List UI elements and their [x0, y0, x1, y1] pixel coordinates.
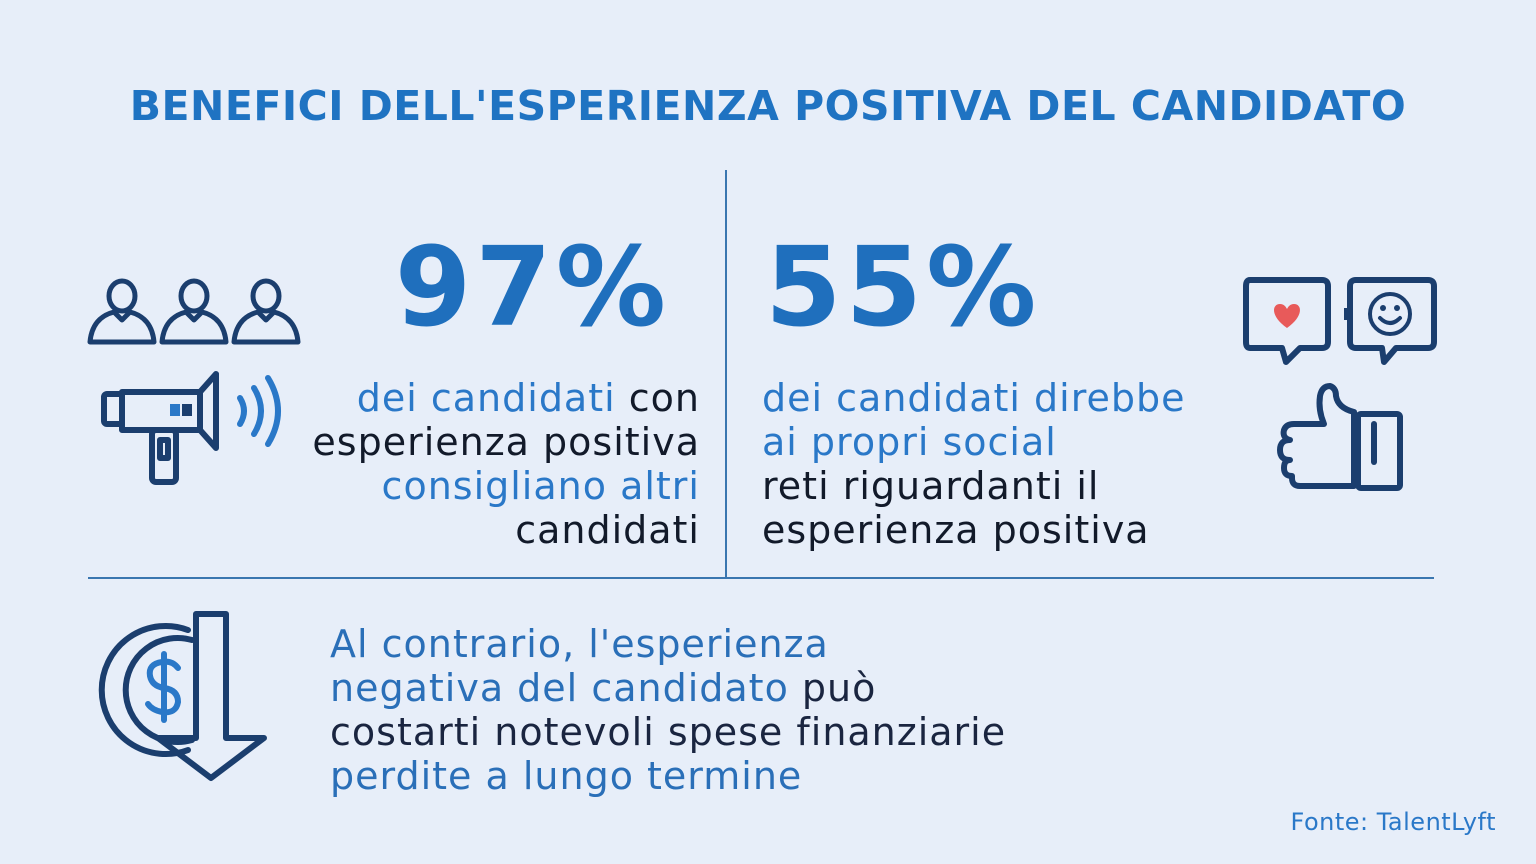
stat-97-line1-blue: dei candidati [356, 376, 616, 420]
bottom-line3: costarti notevoli spese finanziarie [330, 710, 1007, 754]
stat-55-line4: esperienza positiva [762, 508, 1150, 552]
bottom-line2-blue: negativa del candidato [330, 666, 789, 710]
stat-55-line1: dei candidati direbbe [762, 376, 1186, 420]
bottom-line2-dark: può [788, 666, 877, 710]
stat-97-line3: consigliano altri [381, 464, 700, 508]
stat-55-description: dei candidati direbbe ai propri social r… [762, 376, 1262, 552]
stat-55-line2: ai propri social [762, 420, 1057, 464]
stat-97-value: 97% [394, 223, 670, 351]
bottom-description: Al contrario, l'esperienza negativa del … [330, 622, 1110, 798]
vertical-divider [725, 170, 727, 578]
dollar-down-icon [98, 611, 267, 781]
bottom-line1: Al contrario, l'esperienza [330, 622, 829, 666]
stat-97-line1-black: con [615, 376, 700, 420]
megaphone-icon [101, 371, 281, 485]
thumbs-up-icon [1277, 383, 1403, 491]
stat-97-line4: candidati [515, 508, 700, 552]
stat-55-line3: reti riguardanti il [762, 464, 1100, 508]
source-credit: Fonte: TalentLyft [1290, 808, 1496, 836]
stat-97-description: dei candidati con esperienza positiva co… [280, 376, 700, 552]
stat-55-value: 55% [765, 223, 1041, 351]
smiley-chat-icon [1344, 277, 1437, 365]
page-title: BENEFICI DELL'ESPERIENZA POSITIVA DEL CA… [129, 82, 1407, 130]
horizontal-divider [88, 577, 1434, 579]
heart-chat-icon [1243, 277, 1331, 365]
stat-97-line2: esperienza positiva [312, 420, 700, 464]
people-icon [87, 278, 301, 345]
bottom-line4: perdite a lungo termine [330, 754, 803, 798]
